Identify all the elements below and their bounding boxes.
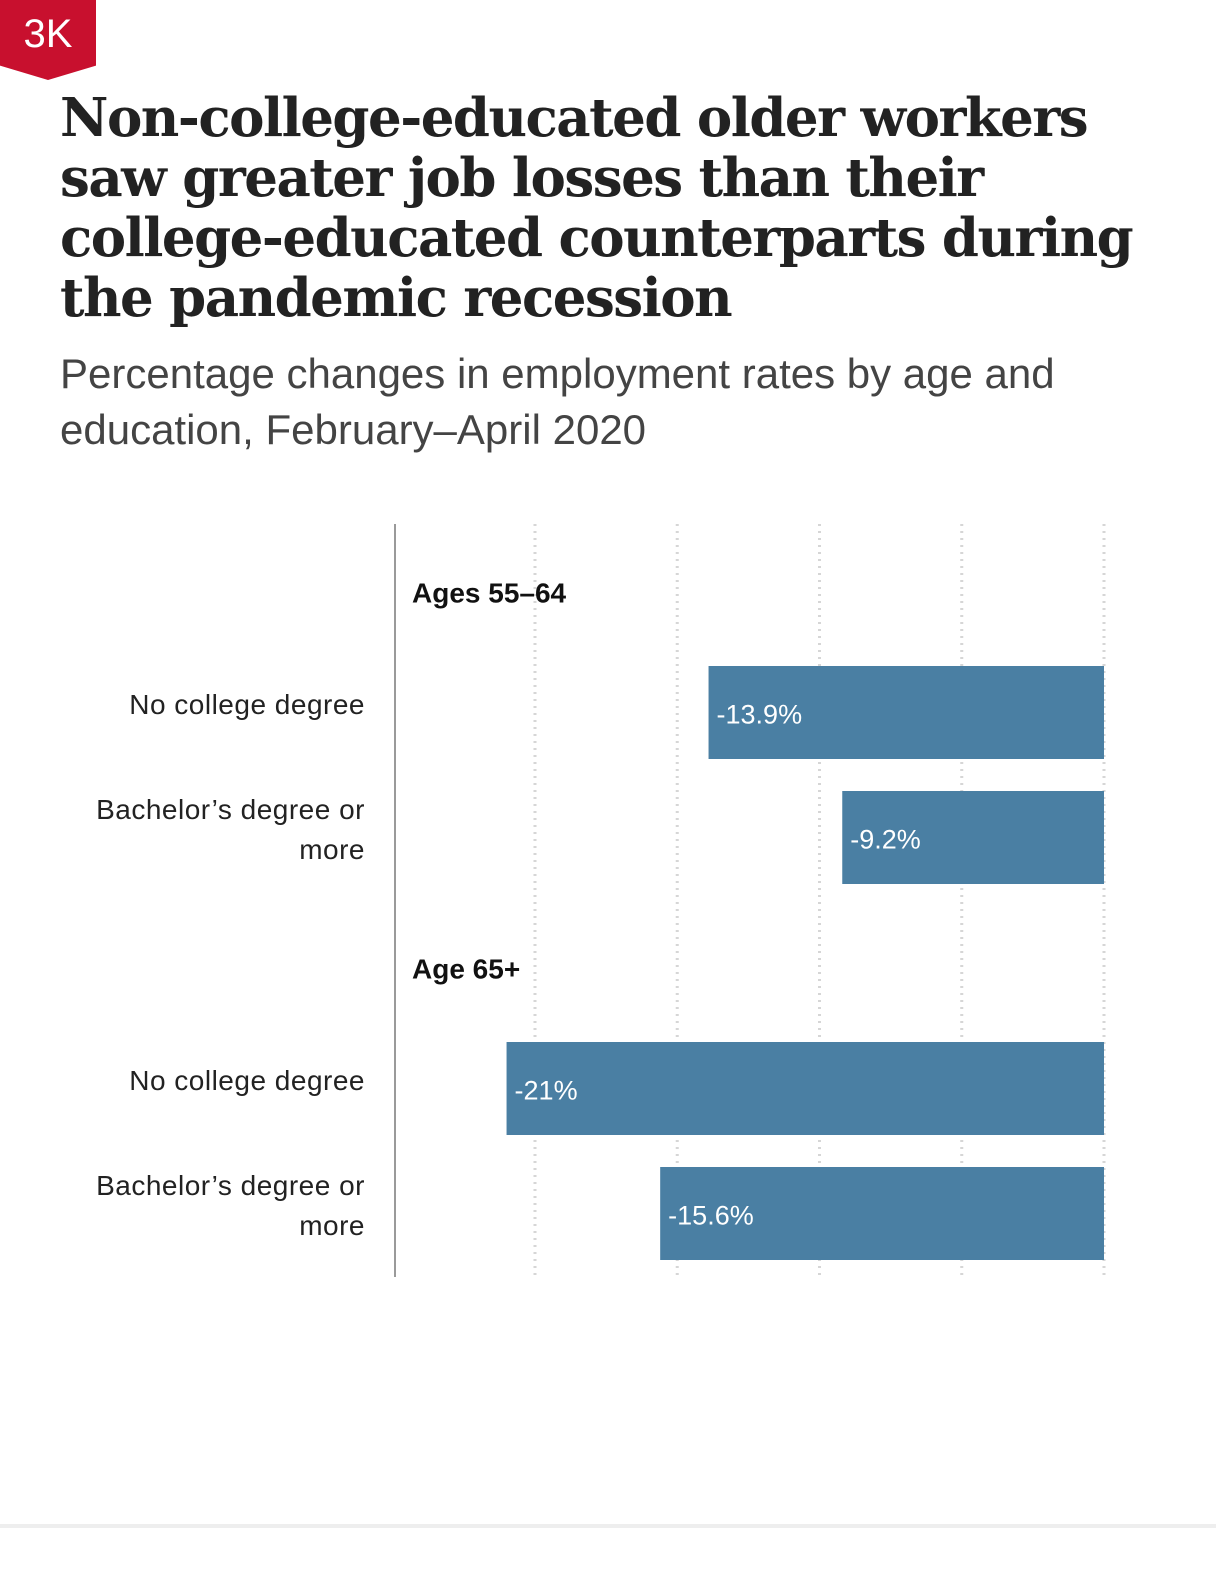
category-label-1-1-line-0: Bachelor’s degree or — [96, 1170, 365, 1201]
bar-value-label-0-0: -13.9% — [717, 700, 803, 730]
group-label-1: Age 65+ — [412, 954, 520, 985]
bar-1-1 — [660, 1167, 1104, 1260]
bar-0-1 — [842, 791, 1104, 884]
bar-1-0 — [506, 1042, 1104, 1135]
category-label-0-0: No college degree — [129, 689, 365, 720]
bar-0-0 — [708, 666, 1104, 759]
bar-value-label-1-1: -15.6% — [668, 1201, 754, 1231]
footer-divider — [0, 1524, 1216, 1528]
brand-badge — [0, 0, 96, 80]
brand-badge-label: 3K — [23, 12, 73, 56]
bar-value-label-0-1: -9.2% — [850, 825, 921, 855]
chart-subtitle: Percentage changes in employment rates b… — [60, 350, 1055, 453]
bar-chart: Ages 55–64 -13.9% No college degree -9.2% Ba… — [96, 524, 1106, 1277]
category-label-1-1-line-1: more — [299, 1210, 365, 1241]
group-label-0: Ages 55–64 — [412, 578, 567, 609]
category-label-0-1-line-0: Bachelor’s degree or — [96, 794, 365, 825]
category-label-1-0: No college degree — [129, 1065, 365, 1096]
category-label-0-1-line-1: more — [299, 834, 365, 865]
chart-title: Non-college-educated older workers saw g… — [60, 87, 1134, 329]
bar-value-label-1-0: -21% — [515, 1076, 578, 1106]
